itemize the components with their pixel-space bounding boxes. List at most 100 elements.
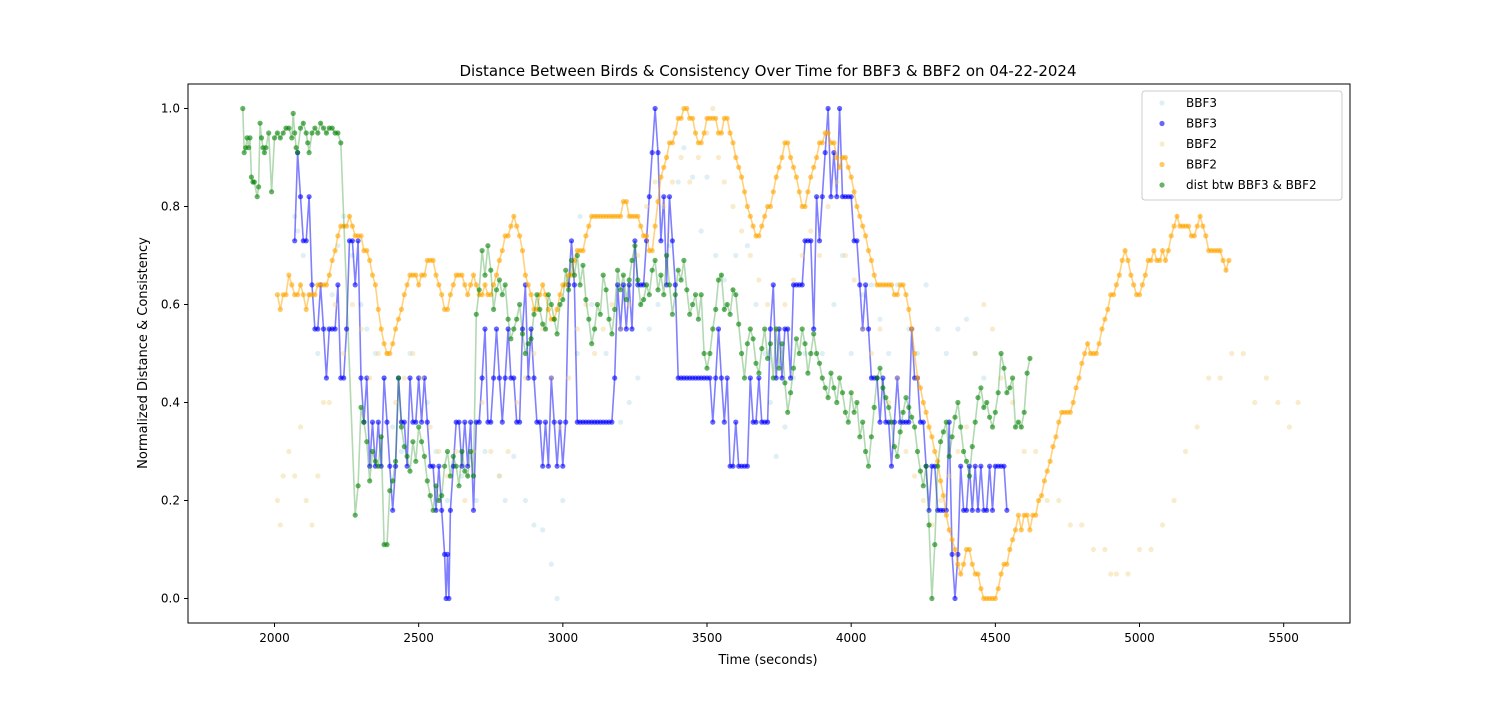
data-point xyxy=(320,125,327,131)
series-3 xyxy=(274,105,1232,602)
data-point xyxy=(961,561,967,567)
data-point xyxy=(436,282,442,288)
data-point xyxy=(920,483,926,489)
data-point xyxy=(811,331,817,337)
data-point xyxy=(1079,360,1085,366)
data-point xyxy=(537,306,543,312)
data-point xyxy=(661,164,667,170)
data-point xyxy=(739,174,745,180)
data-point xyxy=(329,125,335,131)
data-point xyxy=(912,350,918,357)
data-point xyxy=(906,419,912,425)
data-point xyxy=(744,203,751,210)
data-point xyxy=(698,140,704,146)
x-tick-label: 2000 xyxy=(259,631,290,645)
data-point xyxy=(747,326,753,332)
data-point xyxy=(744,463,751,469)
data-point xyxy=(303,306,309,312)
data-point xyxy=(292,130,298,136)
data-point xyxy=(652,223,658,229)
data-point xyxy=(963,316,970,322)
data-point xyxy=(514,399,520,406)
data-point xyxy=(669,238,676,244)
data-point xyxy=(808,350,814,357)
data-point xyxy=(289,135,295,141)
data-point xyxy=(286,448,292,455)
data-point xyxy=(1105,306,1111,312)
data-point xyxy=(932,542,938,548)
data-point xyxy=(877,365,883,371)
data-point xyxy=(563,419,569,425)
data-point xyxy=(972,419,978,425)
data-point xyxy=(390,478,396,484)
data-point xyxy=(805,189,811,195)
data-point xyxy=(891,444,898,450)
data-point xyxy=(502,497,508,504)
data-point xyxy=(540,527,546,533)
data-point xyxy=(367,257,373,263)
data-point xyxy=(482,326,488,332)
data-point xyxy=(969,561,975,567)
data-point xyxy=(482,282,488,288)
data-point xyxy=(251,179,257,185)
data-point xyxy=(341,213,347,219)
data-point xyxy=(883,395,889,401)
data-point xyxy=(894,453,900,459)
data-point xyxy=(1252,399,1258,406)
data-point xyxy=(439,507,445,513)
data-point xyxy=(266,130,272,136)
data-point xyxy=(1160,522,1166,528)
data-point xyxy=(502,375,508,381)
data-point xyxy=(730,287,736,293)
data-point xyxy=(381,341,387,347)
data-point xyxy=(1122,248,1128,254)
data-point xyxy=(825,105,831,112)
data-point xyxy=(421,375,427,381)
data-point xyxy=(672,282,678,288)
data-point xyxy=(479,292,485,298)
data-point xyxy=(462,282,468,288)
data-point xyxy=(938,478,944,484)
data-point xyxy=(782,380,788,386)
x-axis-label: Time (seconds) xyxy=(717,653,817,668)
data-point xyxy=(1263,375,1269,381)
data-point xyxy=(358,233,364,239)
data-point xyxy=(756,375,762,381)
data-point xyxy=(747,252,753,259)
data-point xyxy=(315,326,321,332)
data-point xyxy=(943,350,949,357)
data-point xyxy=(814,194,820,200)
data-point xyxy=(554,595,560,602)
data-point xyxy=(730,463,736,469)
data-point xyxy=(975,507,981,513)
legend-marker xyxy=(1159,182,1165,188)
data-point xyxy=(617,326,624,332)
data-point xyxy=(568,238,575,244)
data-point xyxy=(444,551,451,558)
data-point xyxy=(998,571,1004,577)
data-point xyxy=(525,282,531,288)
data-point xyxy=(488,292,494,298)
data-point xyxy=(338,140,344,146)
data-point xyxy=(1220,257,1226,263)
data-point xyxy=(560,297,566,303)
data-point xyxy=(433,272,439,278)
data-point xyxy=(476,419,482,425)
data-point xyxy=(739,350,745,357)
y-axis-ticks: 0.0 0.2 0.4 0.6 0.8 1.0 xyxy=(161,102,188,606)
data-point xyxy=(404,463,410,469)
data-point xyxy=(773,326,779,332)
data-point xyxy=(1024,370,1030,376)
data-point xyxy=(825,203,831,210)
data-point xyxy=(955,399,961,406)
legend-label: dist btw BBF3 & BBF2 xyxy=(1186,178,1317,192)
data-point xyxy=(1070,399,1076,406)
data-point xyxy=(664,154,670,161)
data-point xyxy=(753,419,759,425)
data-point xyxy=(903,448,909,455)
data-point xyxy=(514,316,520,322)
data-point xyxy=(560,497,566,504)
data-point xyxy=(802,203,808,210)
data-point xyxy=(790,277,797,283)
